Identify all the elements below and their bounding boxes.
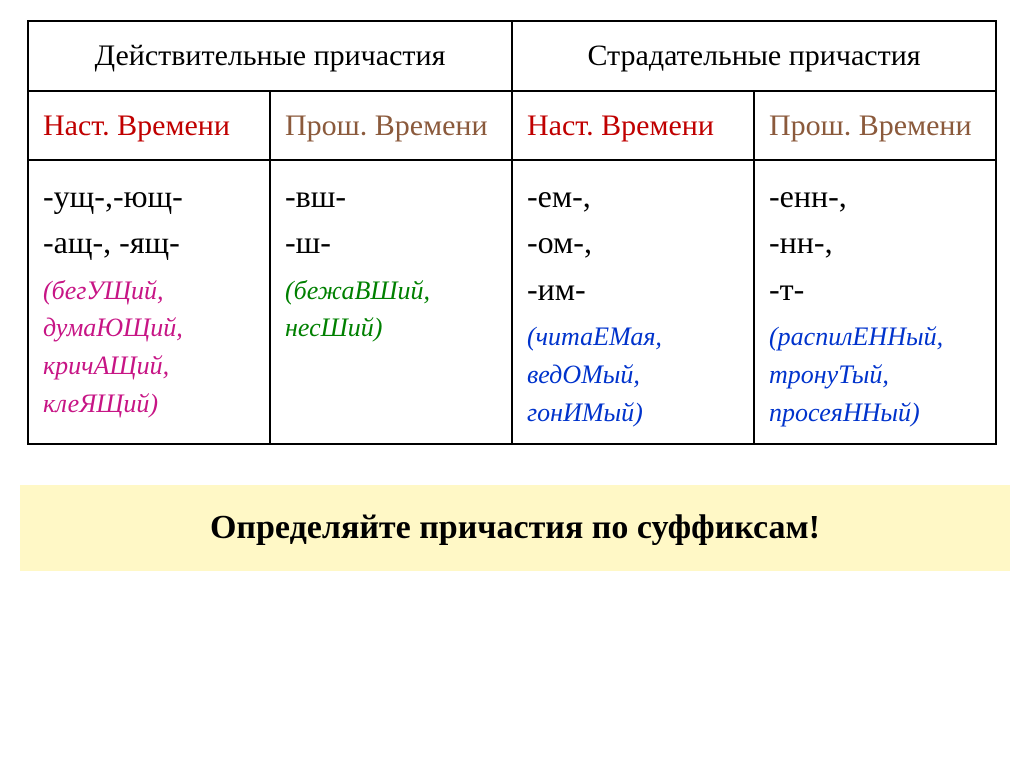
suffix-c2-l2: -ш- bbox=[285, 219, 497, 265]
example-c3-l3: гонИМый) bbox=[527, 394, 739, 432]
participle-table: Действительные причастия Страдательные п… bbox=[27, 20, 997, 445]
suffix-c4-l2: -нн-, bbox=[769, 219, 981, 265]
example-c3-l1: (читаЕМая, bbox=[527, 318, 739, 356]
example-c2-l1: (бежаВШий, bbox=[285, 272, 497, 310]
suffix-cell-4: -енн-, -нн-, -т- (распилЕННый, тронуТый,… bbox=[754, 160, 996, 444]
suffix-c1-l2: -ащ-, -ящ- bbox=[43, 219, 255, 265]
suffix-c3-l1: -ем-, bbox=[527, 173, 739, 219]
example-c1-l4: клеЯЩий) bbox=[43, 385, 255, 423]
example-c2-l2: несШий) bbox=[285, 309, 497, 347]
suffix-c3-l2: -ом-, bbox=[527, 219, 739, 265]
suffix-c1-l1: -ущ-,-ющ- bbox=[43, 173, 255, 219]
example-c1-l2: думаЮЩий, bbox=[43, 309, 255, 347]
tense-present-1: Наст. Времени bbox=[43, 109, 230, 142]
suffix-cell-2: -вш- -ш- (бежаВШий, несШий) bbox=[270, 160, 512, 444]
tense-past-1: Прош. Времени bbox=[285, 109, 488, 142]
example-c4-l3: просеяННый) bbox=[769, 394, 981, 432]
tense-cell-3: Наст. Времени bbox=[512, 91, 754, 161]
tense-cell-2: Прош. Времени bbox=[270, 91, 512, 161]
tense-present-2: Наст. Времени bbox=[527, 109, 714, 142]
example-c4-l1: (распилЕННый, bbox=[769, 318, 981, 356]
suffix-c4-l1: -енн-, bbox=[769, 173, 981, 219]
tense-cell-1: Наст. Времени bbox=[28, 91, 270, 161]
example-c4-l2: тронуТый, bbox=[769, 356, 981, 394]
tense-cell-4: Прош. Времени bbox=[754, 91, 996, 161]
header-active: Действительные причастия bbox=[28, 21, 512, 91]
suffix-c4-l3: -т- bbox=[769, 266, 981, 312]
suffix-c2-l1: -вш- bbox=[285, 173, 497, 219]
tense-past-2: Прош. Времени bbox=[769, 109, 972, 142]
suffix-cell-1: -ущ-,-ющ- -ащ-, -ящ- (бегУЩий, думаЮЩий,… bbox=[28, 160, 270, 444]
header-passive: Страдательные причастия bbox=[512, 21, 996, 91]
suffix-cell-3: -ем-, -ом-, -им- (читаЕМая, ведОМый, гон… bbox=[512, 160, 754, 444]
example-c1-l1: (бегУЩий, bbox=[43, 272, 255, 310]
example-c3-l2: ведОМый, bbox=[527, 356, 739, 394]
example-c1-l3: кричАЩий, bbox=[43, 347, 255, 385]
suffix-c3-l3: -им- bbox=[527, 266, 739, 312]
summary-banner: Определяйте причастия по суффиксам! bbox=[20, 485, 1010, 571]
